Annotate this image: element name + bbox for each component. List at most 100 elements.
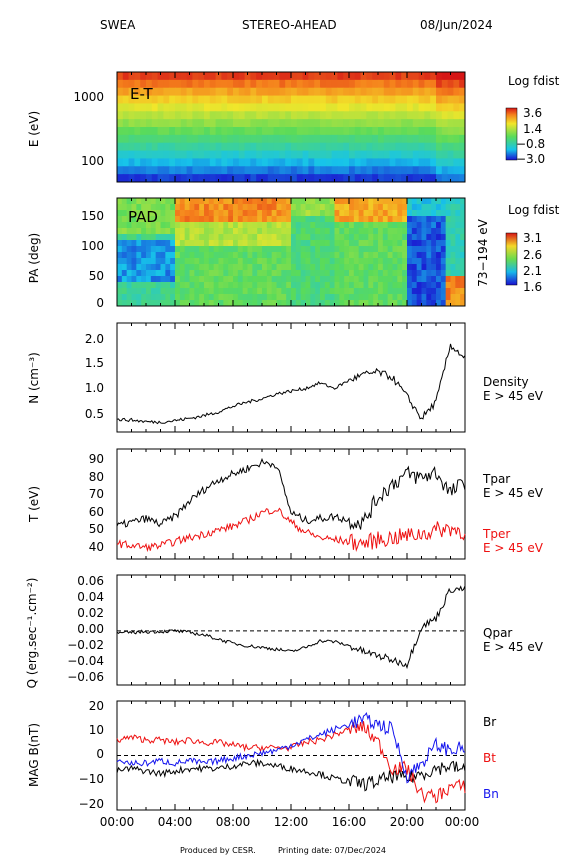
pitch-angle-cell [194,264,200,271]
energy-time-cell [250,174,257,182]
pitch-angle-cell [136,246,142,253]
pitch-angle-cell [407,294,413,301]
pitch-angle-cell [126,228,133,235]
pitch-angle-cell [344,210,350,217]
energy-time-cell [325,158,333,167]
energy-time-cell [308,95,315,105]
pitch-angle-cell [349,198,355,205]
pitch-angle-cell [199,222,205,229]
pitch-angle-cell [262,234,268,241]
pitch-angle-cell [286,222,292,229]
energy-time-cell [262,134,269,144]
energy-time-cell [198,150,205,160]
pitch-angle-cell [218,288,224,295]
pitch-angle-cell [349,210,355,217]
energy-time-cell [151,166,159,175]
energy-time-cell [395,127,402,136]
pitch-angle-cell [271,264,278,271]
pitch-angle-cell [276,264,282,271]
pitch-angle-cell [291,240,297,247]
pitch-angle-cell [368,282,374,289]
pitch-angle-cell [315,234,321,241]
pitch-angle-cell [358,276,365,283]
energy-time-cell [163,79,170,89]
pitch-angle-cell [392,270,398,277]
energy-time-cell [331,174,338,182]
pitch-angle-cell [233,282,239,289]
pitch-angle-cell [131,228,137,235]
pitch-angle-cell [252,252,258,259]
pitch-angle-cell [204,258,210,265]
energy-time-cell [250,79,257,89]
energy-time-cell [366,72,373,81]
pitch-angle-cell [421,210,427,217]
mag-ytick-20: 20 [89,699,104,713]
pitch-angle-cell [455,282,461,289]
energy-time-cell [198,87,205,97]
pitch-angle-cell [155,264,162,271]
pitch-angle-cell [450,246,456,253]
energy-time-cell [395,174,402,182]
energy-time-cell [302,150,309,160]
pitch-angle-cell [460,228,465,235]
time-tick-5: 20:00 [390,815,425,829]
pitch-angle-cell [310,300,316,306]
energy-time-cell [383,119,391,128]
pitch-angle-cell [146,282,152,289]
pitch-angle-cell [271,234,278,241]
pitch-angle-cell [407,258,413,265]
pitch-angle-cell [315,252,321,259]
pitch-angle-cell [411,222,418,229]
pitch-angle-cell [450,276,456,283]
pitch-angle-cell [228,282,234,289]
pitch-angle-cell [155,204,162,211]
pitch-angle-cell [397,258,403,265]
pitch-angle-cell [252,264,258,271]
pitch-angle-cell [136,282,142,289]
energy-time-cell [163,134,170,144]
energy-time-cell [441,150,449,160]
pitch-angle-cell [450,210,456,217]
pitch-angle-cell [392,252,398,259]
pitch-angle-cell [204,228,210,235]
pitch-angle-cell [310,246,316,253]
pitch-angle-cell [218,282,224,289]
energy-time-cell [401,119,408,128]
pitch-angle-cell [165,216,171,223]
energy-time-cell [354,174,362,182]
pitch-angle-cell [262,252,268,259]
pitch-angle-cell [358,264,365,271]
pitch-angle-cell [295,270,302,277]
energy-time-cell [163,166,170,175]
pitch-angle-cell [160,270,166,277]
pitch-angle-cell [421,228,427,235]
pitch-angle-cell [247,252,253,259]
energy-time-cell [296,111,304,120]
pitch-angle-cell [324,246,331,253]
pitch-angle-cell [382,288,389,295]
energy-time-cell [412,111,420,120]
pitch-angle-cell [455,294,461,301]
pitch-angle-cell [373,300,379,306]
pitch-angle-cell [373,228,379,235]
energy-time-cell [343,103,350,112]
pitch-angle-cell [141,294,147,301]
energy-time-cell [285,134,292,144]
energy-time-cell [122,79,130,89]
energy-time-cell [163,142,170,152]
energy-time-cell [320,95,327,105]
pitch-angle-cell [324,276,331,283]
energy-time-cell [401,111,408,120]
pitch-angle-cell [276,288,282,295]
pitch-angle-cell [237,264,244,271]
pitch-angle-cell [378,288,384,295]
pitch-angle-cell [141,204,147,211]
heat-flux-ytick-3: 0.00 [77,622,104,636]
pitch-angle-cell [281,288,287,295]
pitch-angle-cell [150,246,157,253]
pitch-angle-cell [291,216,297,223]
energy-time-cell [354,95,362,105]
pitch-angle-cell [247,294,253,301]
pitch-angle-cell [300,288,307,295]
